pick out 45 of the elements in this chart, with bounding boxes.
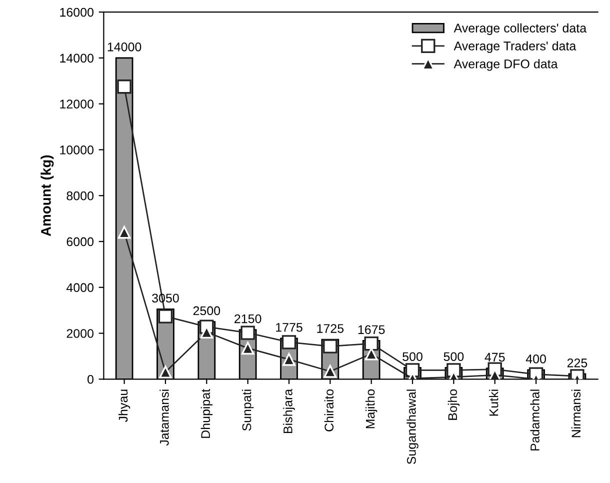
data-label: 225 (567, 358, 588, 368)
y-tick-label: 14000 (60, 54, 94, 63)
point (364, 336, 378, 351)
x-tick-label: Sunpati (242, 390, 254, 431)
data-label: 400 (526, 354, 546, 364)
x-tick-label: Bishjara (283, 388, 295, 434)
data-label: 500 (444, 352, 464, 362)
x-tick-label: Jatamansi (160, 390, 169, 446)
data-label: 2500 (193, 306, 220, 316)
legend-label: Average Traders' data (454, 41, 576, 53)
y-tick-label: 6000 (66, 237, 94, 246)
y-tick-label: 0 (88, 374, 94, 384)
y-tick-label: 16000 (60, 8, 94, 17)
x-tick-label: Sugandhawal (406, 390, 418, 464)
point (158, 309, 173, 324)
data-label: 1675 (358, 325, 385, 334)
data-label: 475 (484, 352, 505, 362)
y-tick-label: 4000 (66, 283, 94, 292)
x-tick-label: Majitho (366, 389, 378, 428)
x-tick-label: Chiraito (324, 389, 334, 432)
x-tick-label: Kutki (489, 390, 498, 416)
point (324, 364, 337, 378)
data-label: 2150 (234, 314, 262, 324)
point (118, 226, 131, 239)
data-label: 500 (402, 352, 422, 362)
point (159, 366, 172, 378)
x-tick-label: Padamchal (530, 390, 540, 450)
y-tick-label: 12000 (60, 100, 94, 108)
legend-label: Average collecters' data (454, 23, 587, 35)
legend-label: Average DFO data (454, 59, 558, 71)
point (282, 335, 296, 350)
x-tick-label: Jhyau (118, 390, 130, 422)
data-label: 1775 (276, 323, 302, 332)
y-tick-label: 10000 (60, 146, 94, 154)
x-tick-label: Dhupipat (200, 388, 212, 438)
point (323, 339, 338, 354)
y-axis-title: Amount (kg) (40, 155, 54, 236)
data-label: 1725 (317, 324, 344, 333)
point (240, 326, 255, 340)
x-tick-label: Nirmansi (571, 390, 581, 438)
x-tick-label: Bojho (448, 389, 460, 420)
data-label: 14000 (108, 42, 142, 52)
y-tick-label: 8000 (66, 191, 94, 200)
point (117, 80, 132, 94)
y-tick-label: 2000 (66, 329, 94, 338)
